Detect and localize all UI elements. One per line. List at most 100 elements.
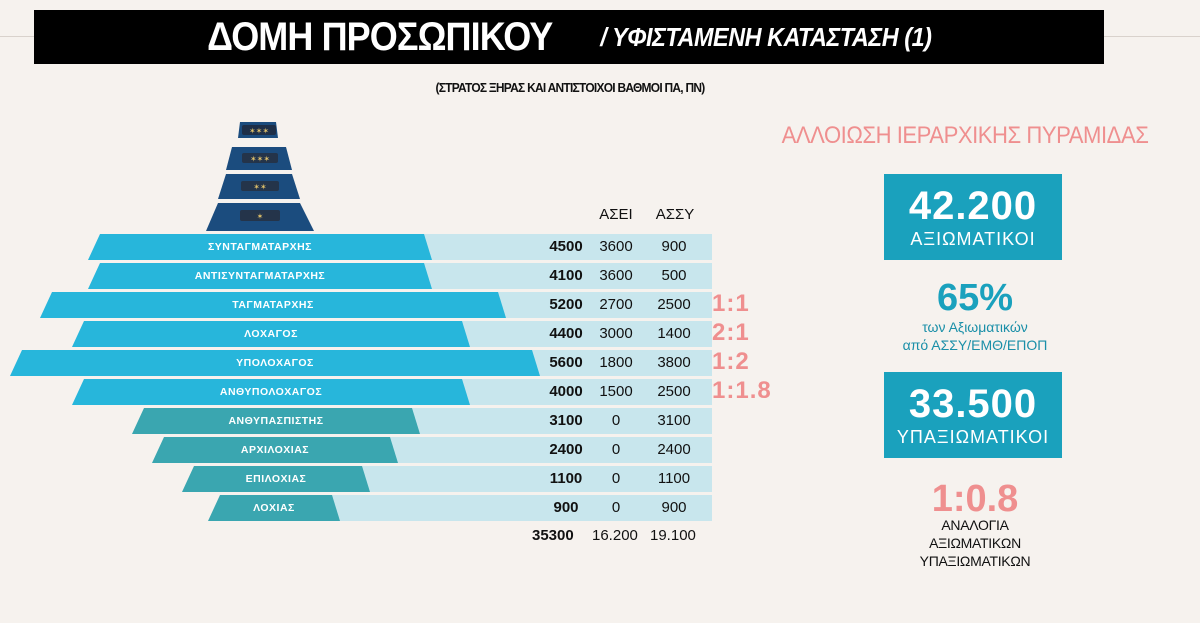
cell-asei: 3600 xyxy=(599,238,633,255)
cell-asei: 0 xyxy=(611,441,621,458)
rank-bar: ΛΟΧΙΑΣ xyxy=(208,495,340,521)
table-row: ΑΝΘΥΠΑΣΠΙΣΤΗΣ 3100 0 3100 xyxy=(0,408,720,434)
rank-label: ΑΡΧΙΛΟΧΙΑΣ xyxy=(240,444,310,456)
cell-asei: 3000 xyxy=(599,325,633,342)
cell-asei: 1500 xyxy=(599,383,633,400)
apex-tier-3: ✶✶ xyxy=(218,174,300,199)
page-subtitle: (ΣΤΡΑΤΟΣ ΞΗΡΑΣ ΚΑΙ ΑΝΤΙΣΤΟΙΧΟΙ ΒΑΘΜΟΙ ΠΑ… xyxy=(435,80,705,95)
ratio-note-line-3: ΥΠΑΞΙΩΜΑΤΙΚΩΝ xyxy=(919,553,1031,569)
percent-note: των Αξιωματικών από ΑΣΣΥ/ΕΜΘ/ΕΠΟΠ xyxy=(860,318,1090,354)
cell-total: 4100 xyxy=(549,267,583,284)
table-row: ΑΝΘΥΠΟΛΟΧΑΓΟΣ 4000 1500 2500 1:1.8 xyxy=(0,377,771,405)
row-ratio: 1:2 xyxy=(712,348,750,375)
officer-nco-ratio: 1:0.8 xyxy=(931,478,1019,520)
ratio-note-line-2: ΑΞΙΩΜΑΤΙΚΩΝ xyxy=(929,535,1021,551)
rank-label: ΑΝΤΙΣΥΝΤΑΓΜΑΤΑΡΧΗΣ xyxy=(194,270,326,282)
apex-tier-2: ✶✶✶ xyxy=(226,147,292,170)
ratio-note-line-1: ΑΝΑΛΟΓΙΑ xyxy=(941,517,1009,533)
row-band xyxy=(450,379,712,405)
cell-assy: 2500 xyxy=(657,296,691,313)
percent-note-line-1: των Αξιωματικών xyxy=(922,319,1028,335)
table-row: ΑΝΤΙΣΥΝΤΑΓΜΑΤΑΡΧΗΣ 4100 3600 500 xyxy=(0,263,720,289)
apex-tier-1: ✶✶✶ xyxy=(238,122,278,138)
apex-tier-4: ✶ xyxy=(206,203,314,231)
row-band xyxy=(400,408,712,434)
row-ratio: 2:1 xyxy=(712,319,750,346)
rank-bar: ΑΝΘΥΠΟΛΟΧΑΓΟΣ xyxy=(72,379,470,405)
rank-label: ΤΑΓΜΑΤΑΡΧΗΣ xyxy=(232,299,314,311)
nco-label: ΥΠΑΞΙΩΜΑΤΙΚΟΙ xyxy=(896,427,1050,447)
row-ratio: 1:1 xyxy=(712,290,750,317)
row-band xyxy=(412,263,712,289)
cell-total: 2400 xyxy=(549,441,583,458)
rank-bar: ΑΝΤΙΣΥΝΤΑΓΜΑΤΑΡΧΗΣ xyxy=(88,263,432,289)
sum-total: 35300 xyxy=(532,527,574,544)
panel-heading: ΑΛΛΟΙΩΣΗ ΙΕΡΑΡΧΙΚΗΣ ΠΥΡΑΜΙΔΑΣ xyxy=(781,122,1149,149)
officers-value: 42.200 xyxy=(908,184,1038,228)
row-band xyxy=(486,292,712,318)
decor-line-right xyxy=(1104,36,1200,37)
cell-assy: 1100 xyxy=(657,470,691,487)
cell-asei: 1800 xyxy=(599,354,633,371)
row-ratio: 1:1.8 xyxy=(712,377,772,404)
cell-asei: 0 xyxy=(611,499,621,516)
cell-assy: 500 xyxy=(661,267,687,284)
cell-total: 4500 xyxy=(549,238,583,255)
cell-total: 900 xyxy=(553,499,579,516)
row-band xyxy=(450,321,712,347)
ratio-note: ΑΝΑΛΟΓΙΑ ΑΞΙΩΜΑΤΙΚΩΝ ΥΠΑΞΙΩΜΑΤΙΚΩΝ xyxy=(870,516,1080,570)
table-row: ΛΟΧΙΑΣ 900 0 900 xyxy=(0,495,720,521)
cell-total: 5600 xyxy=(549,354,583,371)
cell-assy: 3800 xyxy=(657,354,691,371)
sum-assy: 19.100 xyxy=(650,527,696,544)
rank-label: ΑΝΘΥΠΟΛΟΧΑΓΟΣ xyxy=(219,386,323,398)
cell-asei: 3600 xyxy=(599,267,633,284)
rank-label: ΣΥΝΤΑΓΜΑΤΑΡΧΗΣ xyxy=(208,241,312,253)
cell-assy: 1400 xyxy=(657,325,691,342)
column-header-asei: ΑΣΕΙ xyxy=(599,206,633,223)
page-title: ΔΟΜΗ ΠΡΟΣΩΠΙΚΟΥ xyxy=(207,14,553,59)
svg-text:✶✶✶: ✶✶✶ xyxy=(249,127,269,136)
table-row: ΣΥΝΤΑΓΜΑΤΑΡΧΗΣ 4500 3600 900 xyxy=(0,234,720,260)
row-band xyxy=(320,495,712,521)
table-row: ΑΡΧΙΛΟΧΙΑΣ 2400 0 2400 xyxy=(0,437,720,463)
rank-label: ΑΝΘΥΠΑΣΠΙΣΤΗΣ xyxy=(228,415,324,427)
officers-box: 42.200 ΑΞΙΩΜΑΤΙΚΟΙ xyxy=(884,174,1062,260)
rank-bar: ΕΠΙΛΟΧΙΑΣ xyxy=(182,466,370,492)
svg-text:✶✶: ✶✶ xyxy=(253,183,266,192)
rank-bar: ΑΡΧΙΛΟΧΙΑΣ xyxy=(152,437,398,463)
decor-line-left xyxy=(0,36,34,37)
rank-bar: ΛΟΧΑΓΟΣ xyxy=(72,321,470,347)
cell-total: 4000 xyxy=(549,383,583,400)
row-band xyxy=(378,437,712,463)
pyramid-apex: ✶✶✶ ✶✶✶ ✶✶ ✶ xyxy=(206,122,314,231)
row-band xyxy=(520,350,712,376)
rank-label: ΕΠΙΛΟΧΙΑΣ xyxy=(245,473,307,485)
cell-assy: 2500 xyxy=(657,383,691,400)
rank-bar: ΑΝΘΥΠΑΣΠΙΣΤΗΣ xyxy=(132,408,420,434)
officers-label: ΑΞΙΩΜΑΤΙΚΟΙ xyxy=(910,229,1036,249)
nco-box: 33.500 ΥΠΑΞΙΩΜΑΤΙΚΟΙ xyxy=(884,372,1062,458)
svg-text:✶: ✶ xyxy=(257,212,264,221)
cell-assy: 900 xyxy=(661,238,687,255)
rank-label: ΥΠΟΛΟΧΑΓΟΣ xyxy=(236,357,314,369)
rank-bar: ΥΠΟΛΟΧΑΓΟΣ xyxy=(10,350,540,376)
percent-value: 65% xyxy=(936,277,1014,319)
nco-value: 33.500 xyxy=(908,382,1038,426)
rank-label: ΛΟΧΙΑΣ xyxy=(253,502,295,514)
cell-assy: 900 xyxy=(661,499,687,516)
cell-total: 3100 xyxy=(549,412,583,429)
table-row: ΕΠΙΛΟΧΙΑΣ 1100 0 1100 xyxy=(0,466,720,492)
cell-asei: 0 xyxy=(611,412,621,429)
rank-bar: ΤΑΓΜΑΤΑΡΧΗΣ xyxy=(40,292,506,318)
cell-asei: 2700 xyxy=(599,296,633,313)
percent-note-line-2: από ΑΣΣΥ/ΕΜΘ/ΕΠΟΠ xyxy=(902,337,1048,353)
rank-bar: ΣΥΝΤΑΓΜΑΤΑΡΧΗΣ xyxy=(88,234,432,260)
cell-assy: 2400 xyxy=(657,441,691,458)
cell-total: 1100 xyxy=(549,470,583,487)
sum-asei: 16.200 xyxy=(592,527,638,544)
cell-total: 5200 xyxy=(549,296,583,313)
page-title-suffix: / ΥΦΙΣΤΑΜΕΝΗ ΚΑΤΑΣΤΑΣΗ (1) xyxy=(600,21,932,52)
row-band xyxy=(412,234,712,260)
title-bar: ΔΟΜΗ ΠΡΟΣΩΠΙΚΟΥ / ΥΦΙΣΤΑΜΕΝΗ ΚΑΤΑΣΤΑΣΗ (… xyxy=(34,10,1104,64)
